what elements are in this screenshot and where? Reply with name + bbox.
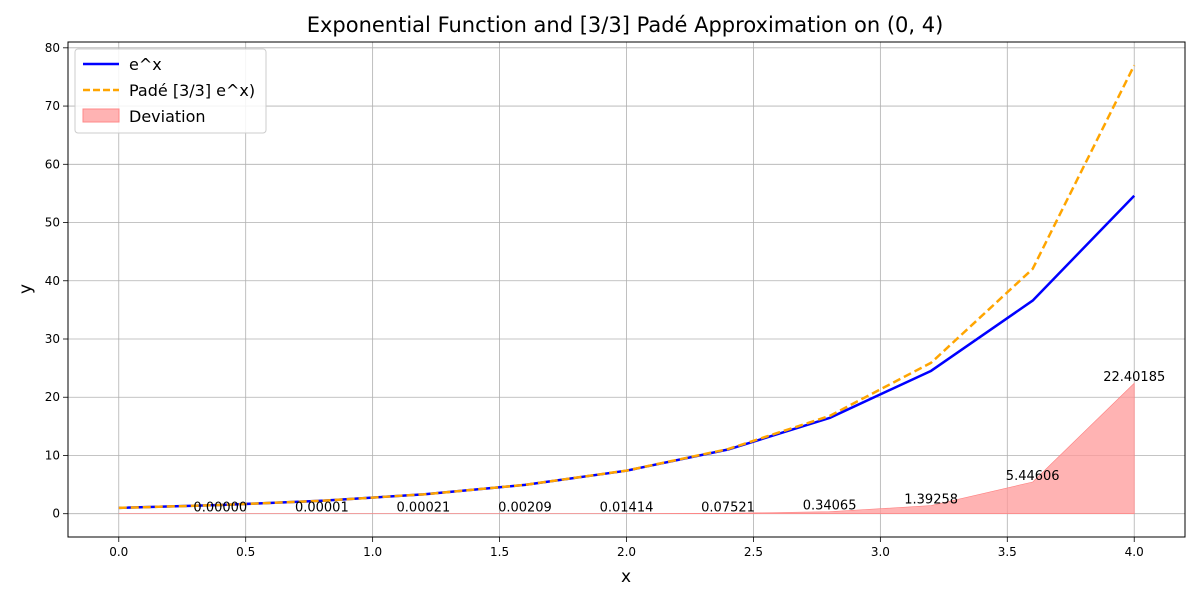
grid <box>68 42 1185 537</box>
deviation-annotation: 1.39258 <box>904 493 958 508</box>
deviation-fill <box>118 382 1135 515</box>
x-tick-label: 4.0 <box>1125 545 1144 559</box>
deviation-annotation: 0.00001 <box>295 501 349 516</box>
y-tick-label: 10 <box>45 448 60 462</box>
deviation-annotation: 22.40185 <box>1103 370 1165 385</box>
x-tick-label: 1.0 <box>363 545 382 559</box>
legend-label-exp: e^x <box>129 55 162 74</box>
deviation-annotation: 0.07521 <box>701 500 755 515</box>
y-axis-label: y <box>16 284 36 294</box>
y-tick-label: 30 <box>45 332 60 346</box>
deviation-annotation: 0.00000 <box>193 501 247 516</box>
annotations: 0.00000 0.00001 0.00021 0.00209 0.01414 0.075… <box>193 370 1165 515</box>
x-tick-label: 2.0 <box>617 545 636 559</box>
x-tick-label: 0.0 <box>109 545 128 559</box>
y-tick-label: 20 <box>45 390 60 404</box>
series-lines <box>118 64 1136 510</box>
deviation-annotation: 5.44606 <box>1006 469 1060 484</box>
y-tick-label: 70 <box>45 99 60 113</box>
legend-box <box>74 48 267 134</box>
y-tick-label: 60 <box>45 157 60 171</box>
deviation-area <box>118 382 1135 515</box>
y-tick-label: 40 <box>45 274 60 288</box>
x-axis-label: x <box>621 567 631 587</box>
legend-swatch-deviation <box>82 108 120 123</box>
legend-label-pade: Padé [3/3] e^x) <box>129 81 255 100</box>
pade-series-line <box>118 64 1136 510</box>
deviation-annotation: 0.01414 <box>600 501 654 516</box>
y-tick-label: 0 <box>52 507 60 521</box>
legend-label-deviation: Deviation <box>129 107 206 126</box>
chart-title: Exponential Function and [3/3] Padé Appr… <box>307 13 944 37</box>
y-tick-label: 80 <box>45 41 60 55</box>
x-tick-label: 2.5 <box>744 545 763 559</box>
y-tick-label: 50 <box>45 216 60 230</box>
deviation-annotation: 0.00021 <box>397 501 451 516</box>
x-tick-label: 3.5 <box>998 545 1017 559</box>
axis-ticks: 0.0 0.5 1.0 1.5 2.0 2.5 3.0 3.5 4.0 0 10 20 30 40 50 60… <box>45 41 1144 559</box>
legend: e^x Padé [3/3] e^x) Deviation <box>74 48 267 134</box>
x-tick-label: 0.5 <box>236 545 255 559</box>
x-tick-label: 1.5 <box>490 545 509 559</box>
deviation-annotation: 0.00209 <box>498 501 552 516</box>
x-tick-label: 3.0 <box>871 545 890 559</box>
deviation-annotation: 0.34065 <box>803 499 857 514</box>
